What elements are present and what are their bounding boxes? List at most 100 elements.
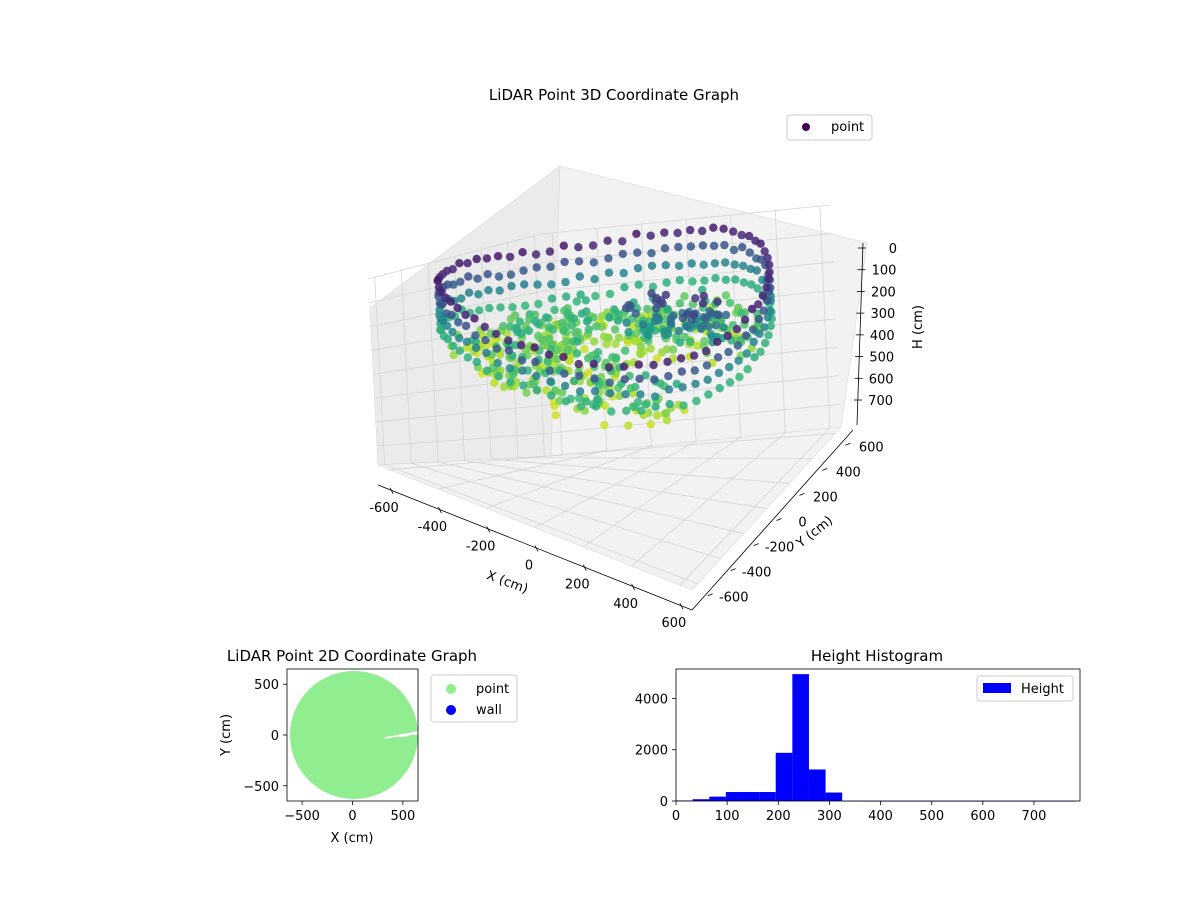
cloud-point [721, 291, 731, 300]
grid-z-0 [367, 204, 832, 280]
z-tick-label-3d: 300 [870, 307, 895, 322]
grid-y-2 [427, 263, 744, 534]
cloud-point [560, 257, 569, 267]
cloud-point [689, 310, 698, 319]
cloud-point [481, 336, 490, 345]
cloud-point [709, 223, 718, 232]
cloud-point [480, 322, 489, 332]
cloud-point [660, 244, 670, 253]
cloud-point [765, 306, 775, 316]
cloud-point [620, 375, 629, 384]
cloud-point [598, 312, 607, 321]
y-tick-label-3d: -400 [742, 566, 772, 581]
grid-z-7 [376, 403, 841, 447]
cloud-point [529, 379, 538, 389]
cloud-point [561, 337, 571, 346]
plot-3d: LiDAR Point 3D Coordinate Graph -600 -400… [367, 86, 926, 631]
cloud-point [637, 406, 646, 415]
x-tick-3d-2 [486, 526, 491, 533]
cloud-point [665, 400, 674, 409]
cloud-point [575, 272, 584, 281]
cloud-point [747, 344, 757, 353]
grid-z-6 [375, 375, 839, 423]
cloud-point [531, 250, 541, 259]
cloud-point [530, 343, 539, 352]
cloud-point [592, 322, 601, 331]
cloud-point [472, 254, 481, 264]
cloud-point [682, 310, 692, 319]
legend-3d: point [786, 114, 873, 141]
cloud-point [765, 267, 774, 277]
cloud-point [547, 391, 556, 400]
cloud-point [648, 282, 658, 291]
cloud-point [605, 289, 615, 299]
cloud-point [619, 268, 628, 278]
legend-swatch-height [983, 683, 1011, 693]
cloud-point [725, 362, 734, 372]
legend-hist: Height [976, 675, 1074, 702]
cloud-point [593, 348, 603, 357]
legend-marker-wall-2d [446, 705, 456, 715]
cloud-point [471, 331, 480, 340]
cloud-point [555, 396, 564, 405]
legend-label-point: point [831, 120, 864, 135]
cloud-point [464, 272, 473, 281]
cloud-point [506, 270, 516, 279]
cloud-point [759, 306, 768, 315]
cloud-point [651, 304, 661, 313]
cloud-point [755, 329, 764, 338]
cloud-point [448, 327, 457, 337]
x-tick-label-hist: 0 [672, 809, 680, 824]
cloud-point [713, 337, 722, 346]
cloud-point [763, 313, 772, 322]
x-tick-label-hist: 300 [817, 809, 842, 824]
grid-x-4 [583, 215, 742, 548]
cloud-point [710, 259, 720, 268]
cloud-point [636, 349, 645, 359]
x-tick-label-2d: 500 [390, 809, 415, 824]
cloud-point [630, 402, 639, 412]
cloud-point [519, 266, 528, 275]
cloud-point [660, 228, 669, 237]
cloud-point [714, 368, 724, 378]
z-tick-label-3d: 600 [869, 372, 894, 387]
hist-bar-3 [725, 792, 743, 801]
cloud-point [560, 381, 570, 391]
cloud-point [519, 381, 528, 390]
cloud-point [624, 327, 633, 337]
cloud-point [618, 237, 627, 246]
cloud-point [692, 396, 701, 406]
cloud-point [600, 421, 609, 430]
cloud-point [649, 360, 658, 370]
x-tick-3d-3 [534, 545, 539, 552]
cloud-point [613, 316, 623, 325]
cloud-point [559, 241, 568, 250]
x-tick-3d-6 [679, 603, 684, 610]
x-tick-label-3d: 0 [525, 559, 533, 574]
cloud-point [737, 230, 746, 240]
cloud-point [490, 378, 499, 388]
cloud-point [581, 296, 590, 305]
cloud-point [711, 274, 720, 283]
cloud-point [614, 333, 624, 342]
grid-x-3 [534, 219, 697, 528]
cloud-point [750, 353, 759, 362]
cloud-point [574, 359, 583, 369]
cloud-point [504, 346, 513, 355]
ticks-2d: −500 0 500 −500 0 500 [243, 678, 415, 824]
cloud-point [661, 261, 670, 270]
plot-2d: LiDAR Point 2D Coordinate Graph −500 0 500… [219, 647, 518, 846]
ticks-3d: -600-400-2000200400600-600-400-200020040… [369, 242, 897, 631]
cloud-point [517, 340, 526, 350]
cloud-point [576, 402, 586, 411]
cloud-point [456, 277, 465, 286]
y-tick-3d-1 [730, 568, 736, 572]
cloud-point [760, 323, 769, 332]
cloud-point [656, 379, 665, 388]
cloud-point [485, 303, 494, 313]
y-axis-label-2d: Y (cm) [219, 714, 234, 757]
legend-marker-point [802, 123, 810, 131]
cloud-point [443, 334, 452, 344]
chart-title-2d: LiDAR Point 2D Coordinate Graph [227, 647, 477, 665]
cloud-point [646, 420, 655, 429]
